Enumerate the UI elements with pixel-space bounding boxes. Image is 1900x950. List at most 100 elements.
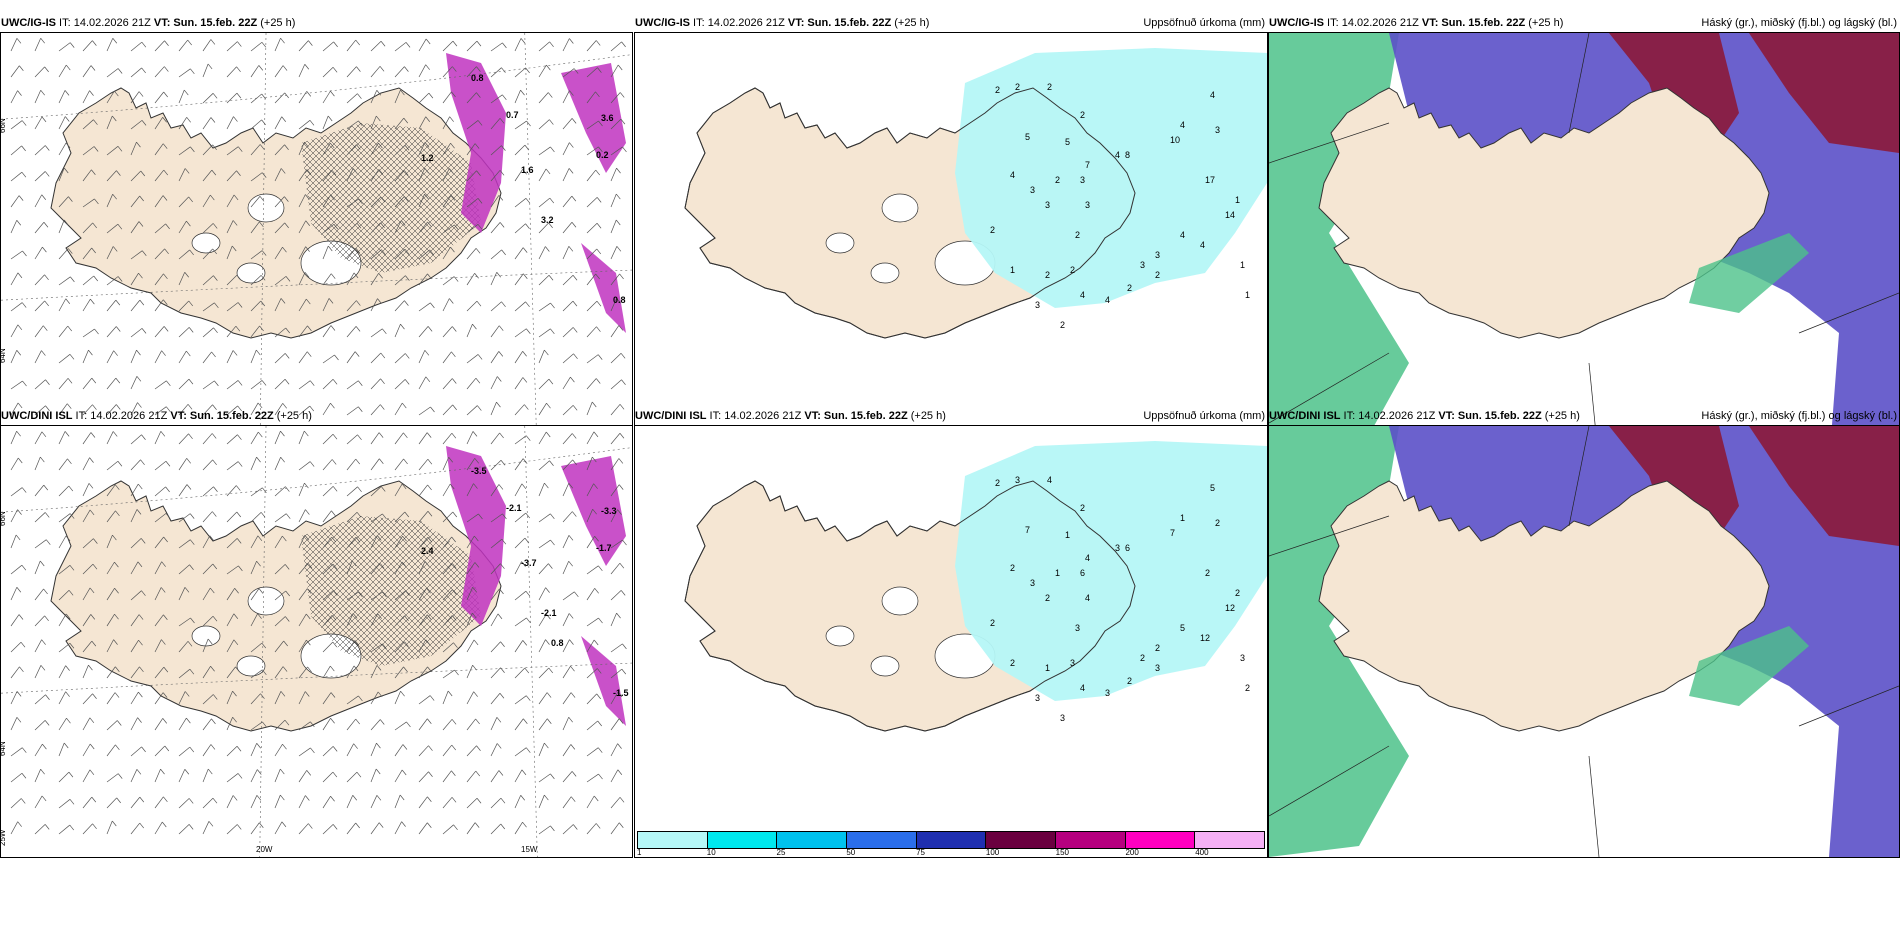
init-time: IT: 14.02.2026 21Z (72, 410, 171, 422)
glacier (247, 586, 285, 616)
colorbar-tick: 10 (706, 848, 716, 857)
run-info: UWC/IG-IS IT: 14.02.2026 21Z VT: Sun. 15… (1, 14, 295, 32)
snow-value: 1.2 (421, 153, 434, 163)
colorbar-swatch (847, 832, 917, 848)
hatch-area (301, 516, 481, 666)
precip-value: 17 (1205, 175, 1215, 185)
snow-value: 3.6 (601, 113, 614, 123)
snow-value: 3.2 (541, 215, 554, 225)
snow-band (446, 53, 506, 233)
colorbar: 1 10 25 50 75 100 150 200 400 (635, 831, 1267, 857)
valid-time: Sun. 15.feb. 22Z (173, 17, 258, 29)
precip-value: 1 (1180, 513, 1185, 523)
valid-time: Sun. 15.feb. 22Z (823, 410, 908, 422)
precip-value: 3 (1035, 300, 1040, 310)
precip-value: 10 (1170, 135, 1180, 145)
colorbar-swatch (777, 832, 848, 848)
graticule (1, 33, 632, 464)
colorbar-tick: 150 (1055, 848, 1070, 857)
lead-time: (+25 h) (891, 17, 930, 29)
glacier (870, 655, 900, 677)
panel-title: Uppsöfnuð úrkoma (mm) (1143, 410, 1265, 422)
wind-snow-map: UWC/IG-IS IT: 14.02.2026 21Z VT: Sun. 15… (0, 17, 633, 465)
precip-value: 1 (1045, 663, 1050, 673)
panel-header: UWC/IG-IS IT: 14.02.2026 21Z VT: Sun. 15… (1269, 14, 1899, 32)
snow-band (561, 456, 626, 566)
snow-value: 0.8 (471, 73, 484, 83)
wind-snow-map: UWC/DINI ISL IT: 14.02.2026 21Z VT: Sun.… (0, 410, 633, 858)
precip-value: 12 (1225, 603, 1235, 613)
precip-value: 2 (1045, 593, 1050, 603)
precip-value: 1 (1055, 568, 1060, 578)
precip-value: 2 (1155, 270, 1160, 280)
panel-header: UWC/DINI ISL IT: 14.02.2026 21Z VT: Sun.… (1, 407, 632, 425)
glacier (825, 625, 855, 647)
precip-value: 4 (1210, 90, 1215, 100)
precip-value: 5 (1065, 137, 1070, 147)
precip-value: 1 (1240, 260, 1245, 270)
snow-value: -2.1 (541, 608, 557, 618)
precip-value: 5 (1180, 623, 1185, 633)
colorbar-tick: 75 (916, 848, 926, 857)
init-time: IT: 14.02.2026 21Z (56, 17, 154, 29)
precip-value: 4 (1080, 683, 1085, 693)
precip-value: 7 (1170, 528, 1175, 538)
precip-value: 2 (1080, 110, 1085, 120)
precip-value: 1 (1245, 290, 1250, 300)
precip-value: 7 (1085, 160, 1090, 170)
glacier (825, 232, 855, 254)
colorbar-swatch (638, 832, 708, 848)
glacier (191, 625, 221, 647)
iceland-coast (1318, 87, 1770, 339)
snow-value: 0.7 (506, 110, 519, 120)
panel-header: UWC/DINI ISL IT: 14.02.2026 21Z VT: Sun.… (1269, 407, 1899, 425)
run-info: UWC/DINI ISL IT: 14.02.2026 21Z VT: Sun.… (1269, 407, 1580, 425)
panel-header: UWC/DINI ISL IT: 14.02.2026 21Z VT: Sun.… (635, 407, 1267, 425)
glacier (881, 586, 919, 616)
colorbar-swatch (1056, 832, 1126, 848)
cloud-cover-map: UWC/IG-IS IT: 14.02.2026 21Z VT: Sun. 15… (1268, 17, 1900, 465)
panel-title: Uppsöfnuð úrkoma (mm) (1143, 17, 1265, 29)
precip-value: 4 (1047, 475, 1052, 485)
lead-time: (+25 h) (1541, 410, 1580, 422)
panel-header: UWC/IG-IS IT: 14.02.2026 21Z VT: Sun. 15… (635, 14, 1267, 32)
valid-time: Sun. 15.feb. 22Z (807, 17, 892, 29)
precip-value: 3 (1070, 658, 1075, 668)
glacier (870, 262, 900, 284)
run-info: UWC/DINI ISL IT: 14.02.2026 21Z VT: Sun.… (635, 407, 946, 425)
precip-value: 3 (1015, 475, 1020, 485)
low-cloud (1689, 626, 1809, 706)
valid-time-label: VT: (1421, 17, 1442, 29)
init-time: IT: 14.02.2026 21Z (706, 410, 805, 422)
precip-value: 3 (1155, 250, 1160, 260)
lon-label: 20W (256, 845, 273, 854)
precip-value: 3 (1035, 693, 1040, 703)
snow-value: -2.1 (506, 503, 522, 513)
colorbar-swatch (1195, 832, 1265, 848)
lat-label: 64N (1, 741, 7, 756)
colorbar-swatch (986, 832, 1057, 848)
precip-value: 1 (1010, 265, 1015, 275)
precip-value: 2 (1205, 568, 1210, 578)
snow-band (581, 636, 626, 726)
precip-value: 2 (1055, 175, 1060, 185)
precip-value: 5 (1025, 132, 1030, 142)
model-name: UWC/IG-IS (1269, 17, 1324, 29)
snow-value: -1.7 (596, 543, 612, 553)
wind-barbs (10, 430, 627, 835)
hatch-area (301, 123, 481, 273)
precip-value: 5 (1210, 483, 1215, 493)
lat-label: 66N (1, 118, 7, 133)
precip-value: 6 (1080, 568, 1085, 578)
colorbar-tick: 1 (637, 848, 642, 857)
precip-value: 2 (1140, 653, 1145, 663)
precip-value: 2 (1010, 658, 1015, 668)
snow-band (561, 63, 626, 173)
panel-header: UWC/IG-IS IT: 14.02.2026 21Z VT: Sun. 15… (1, 14, 632, 32)
colorbar-swatch (1125, 832, 1196, 848)
valid-time: Sun. 15.feb. 22Z (189, 410, 274, 422)
model-name: UWC/DINI ISL (635, 410, 707, 422)
precip-value: 3 (1155, 663, 1160, 673)
valid-time-label: VT: (1438, 410, 1458, 422)
lon-label: 15W (521, 845, 538, 854)
